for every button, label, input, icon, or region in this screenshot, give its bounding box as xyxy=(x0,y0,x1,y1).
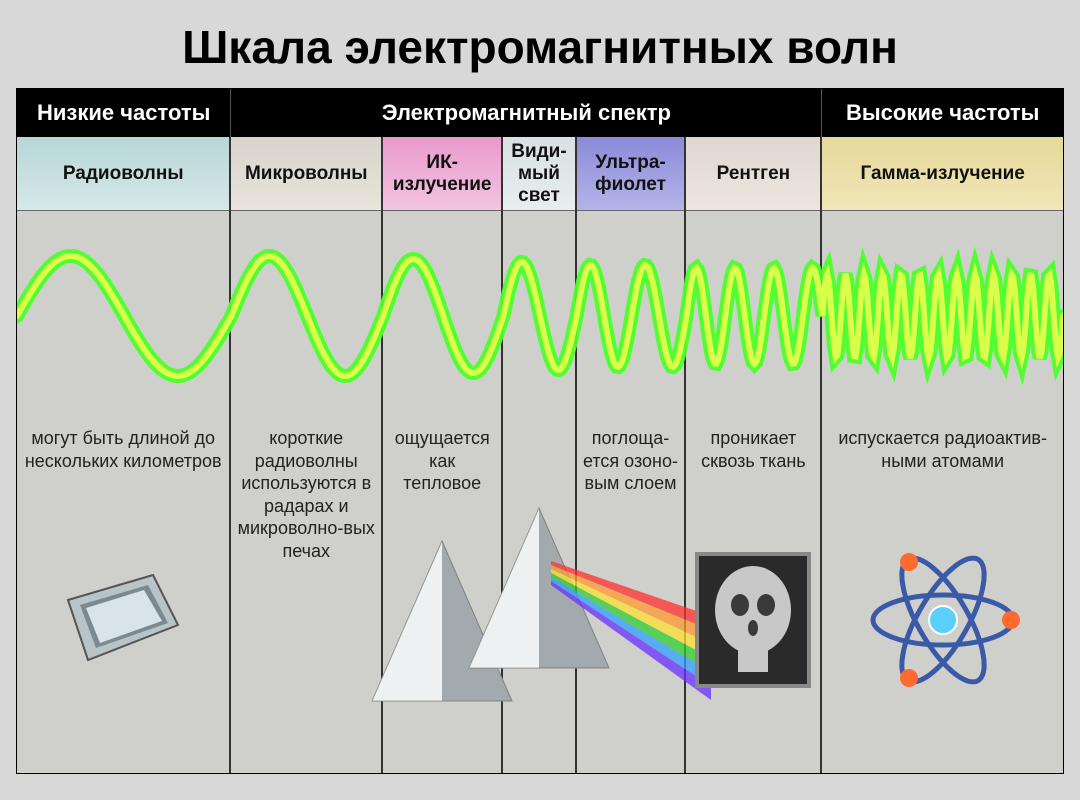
atom-icon xyxy=(858,535,1028,710)
frequency-header-row: Низкие частотыЭлектромагнитный спектрВыс… xyxy=(17,89,1063,137)
band-illus-xray xyxy=(686,472,820,773)
wave-zone-gamma xyxy=(822,211,1063,421)
band-desc-gamma: испускается радиоактив-ными атомами xyxy=(822,421,1063,472)
band-head-uv: Ультра-фиолет xyxy=(577,137,685,211)
freq-section-2: Высокие частоты xyxy=(822,89,1063,137)
band-head-xray: Рентген xyxy=(686,137,820,211)
wave-zone-ir xyxy=(383,211,501,421)
band-gamma: Гамма-излучение испускается радиоактив-ны… xyxy=(822,137,1063,773)
band-illus-uv xyxy=(577,495,685,774)
band-head-radio: Радиоволны xyxy=(17,137,229,211)
band-illus-radio xyxy=(17,472,229,773)
band-uv: Ультра-фиолет поглоща-ется озоно-вым слое… xyxy=(577,137,687,773)
band-head-ir: ИК-излучение xyxy=(383,137,501,211)
bands-row: Радиоволны могут быть длиной до нескольки… xyxy=(17,137,1063,773)
band-desc-ir: ощущается как тепловое xyxy=(383,421,501,495)
page-title: Шкала электромагнитных волн xyxy=(0,0,1080,88)
wave-zone-radio xyxy=(17,211,229,421)
xray-skull-icon xyxy=(693,550,813,695)
wave-zone-visible xyxy=(503,211,574,421)
wave-zone-uv xyxy=(577,211,685,421)
band-head-micro: Микроволны xyxy=(231,137,381,211)
freq-section-1: Электромагнитный спектр xyxy=(231,89,822,137)
band-desc-uv: поглоща-ется озоно-вым слоем xyxy=(577,421,685,495)
band-head-gamma: Гамма-излучение xyxy=(822,137,1063,211)
spectrum-chart: Низкие частотыЭлектромагнитный спектрВыс… xyxy=(16,88,1064,774)
band-illus-gamma xyxy=(822,472,1063,773)
wave-zone-xray xyxy=(686,211,820,421)
band-desc-radio: могут быть длиной до нескольких километр… xyxy=(17,421,229,472)
tv-icon xyxy=(58,565,188,680)
band-head-visible: Види-мый свет xyxy=(503,137,574,211)
wave-zone-micro xyxy=(231,211,381,421)
band-xray: Рентген проникает сквозь ткань xyxy=(686,137,822,773)
band-desc-xray: проникает сквозь ткань xyxy=(686,421,820,472)
freq-section-0: Низкие частоты xyxy=(17,89,231,137)
band-radio: Радиоволны могут быть длиной до нескольки… xyxy=(17,137,231,773)
